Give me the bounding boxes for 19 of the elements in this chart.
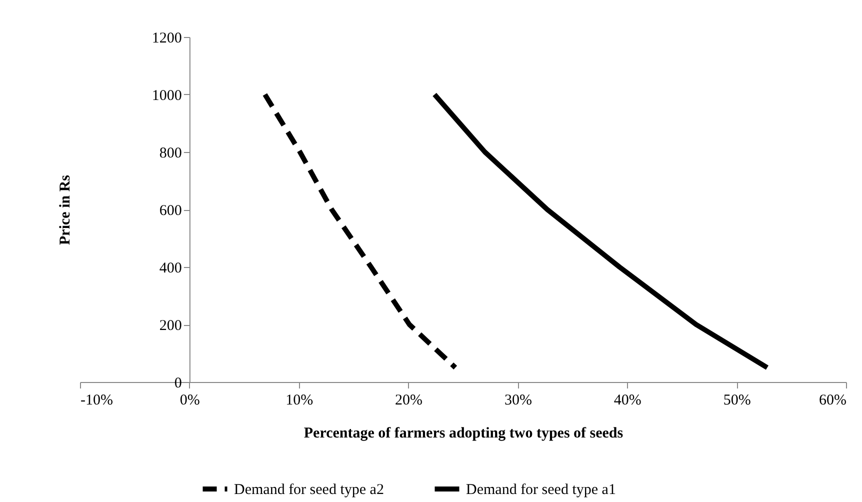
y-tick-label: 1200 xyxy=(152,30,182,46)
x-axis-title: Percentage of farmers adopting two types of seeds xyxy=(304,426,624,442)
x-tick-label: 50% xyxy=(723,392,751,408)
y-axis-title: Price in Rs xyxy=(58,174,74,245)
legend-label: Demand for seed type a1 xyxy=(466,482,616,498)
x-tick-label: 10% xyxy=(286,392,314,408)
x-tick-label: 20% xyxy=(395,392,423,408)
x-tick-label: 0% xyxy=(180,392,200,408)
x-tick-label: 60% xyxy=(819,392,846,408)
legend-label: Demand for seed type a2 xyxy=(234,482,384,498)
y-tick-label: 800 xyxy=(159,146,182,162)
x-tick-label: 30% xyxy=(504,392,532,408)
y-tick-label: 600 xyxy=(159,203,182,219)
x-tick-label: 40% xyxy=(614,392,642,408)
y-tick-label: 400 xyxy=(159,260,182,276)
x-tick-label: -10% xyxy=(80,392,113,408)
y-tick-label: 1000 xyxy=(152,88,182,104)
y-tick-label: 200 xyxy=(159,318,182,334)
y-tick-label: 0 xyxy=(174,376,182,392)
